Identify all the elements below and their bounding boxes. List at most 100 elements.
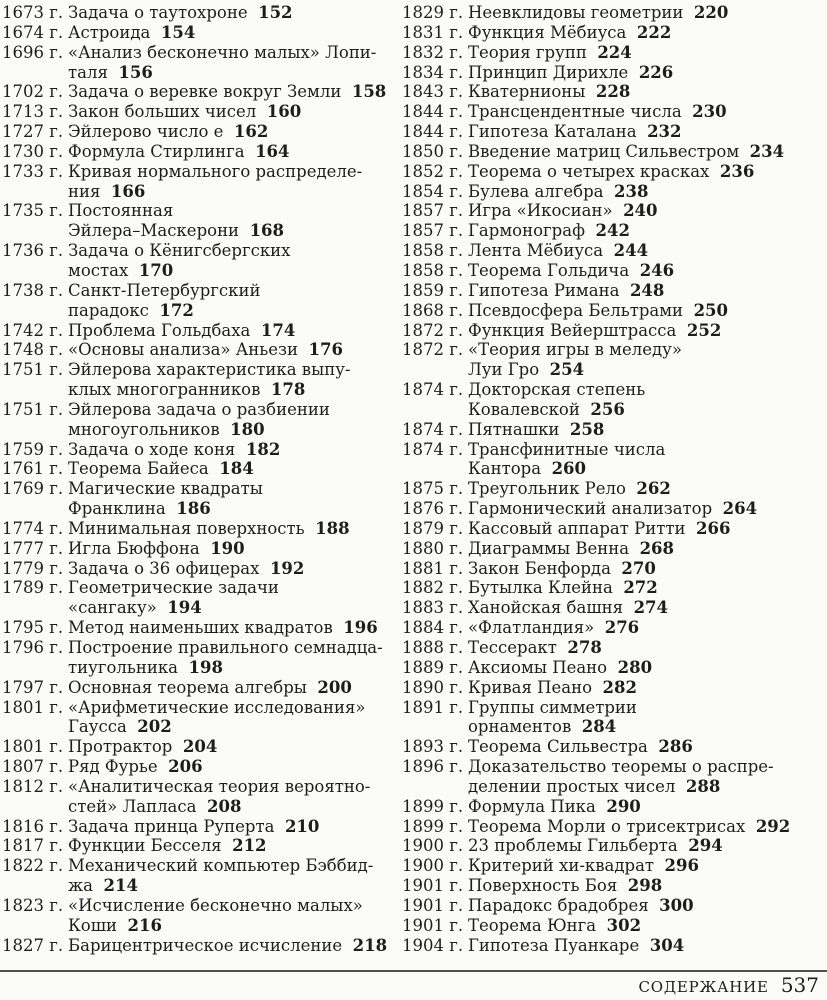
toc-entry: 1872 г. Функция Вейерштрасса 252 <box>402 321 825 341</box>
entry-year: 1893 г. <box>402 737 464 757</box>
entry-year: 1884 г. <box>402 618 464 638</box>
entry-page-number: 160 <box>266 102 302 122</box>
toc-entry: 1736 г. Задача о Кёнигсбергских мостах 170 <box>2 241 402 281</box>
toc-entry: 1852 г. Теорема о четырех красках 236 <box>402 162 825 182</box>
entry-year: 1875 г. <box>402 479 464 499</box>
entry-page-number: 256 <box>590 399 625 419</box>
entry-page-number: 282 <box>602 677 637 697</box>
entry-page-number: 264 <box>722 499 758 519</box>
entry-title: Барицентрическое исчисление 218 <box>68 935 388 955</box>
entry-title: Задача о Кёнигсбергских мостах 170 <box>68 241 291 280</box>
entry-title: Задача о веревке вокруг Земли 158 <box>68 82 387 102</box>
entry-page-number: 232 <box>647 122 682 142</box>
entry-page-number: 272 <box>623 578 658 598</box>
entry-title: Задача о 36 офицерах 192 <box>68 558 305 578</box>
entry-page-number: 216 <box>127 915 162 935</box>
entry-title: Магические квадраты Франклина 186 <box>68 479 263 519</box>
entry-year: 1896 г. <box>402 757 464 777</box>
toc-column-left: 1673 г. Задача о таутохроне 152 1674 г. Аст… <box>2 3 402 956</box>
toc-entry: 1831 г. Функция Мёбиуса 222 <box>402 23 825 43</box>
footer-page-number: 537 <box>780 973 819 998</box>
entry-year: 1817 г. <box>2 836 64 856</box>
entry-year: 1751 г. <box>2 360 64 380</box>
toc-entry: 1904 г. Гипотеза Пуанкаре 304 <box>402 936 825 956</box>
entry-year: 1816 г. <box>2 816 64 836</box>
entry-title: Кватернионы 228 <box>468 82 631 102</box>
toc-entry: 1868 г. Псевдосфера Бельтрами 250 <box>402 301 825 321</box>
entry-page-number: 252 <box>686 320 722 340</box>
entry-year: 1829 г. <box>402 3 464 22</box>
entry-year: 1827 г. <box>2 935 64 955</box>
toc-entry: 1899 г. Теорема Морли о трисектрисах 292 <box>402 817 825 837</box>
entry-year: 1834 г. <box>402 62 464 82</box>
toc-entry: 1888 г. Тессеракт 278 <box>402 638 825 658</box>
entry-title: Кривая нормального распределе-ния 166 <box>68 161 363 201</box>
toc-entry: 1854 г. Булева алгебра 238 <box>402 182 825 202</box>
entry-year: 1900 г. <box>402 836 464 856</box>
entry-year: 1876 г. <box>402 499 464 519</box>
entry-page-number: 278 <box>567 638 602 657</box>
entry-page-number: 210 <box>284 816 320 836</box>
entry-year: 1730 г. <box>2 141 64 161</box>
entry-year: 1751 г. <box>2 399 64 419</box>
entry-page-number: 286 <box>658 737 693 757</box>
entry-year: 1854 г. <box>402 181 464 201</box>
entry-page-number: 236 <box>719 161 755 181</box>
entry-page-number: 218 <box>352 935 388 955</box>
entry-title: Лента Мёбиуса 244 <box>468 241 649 261</box>
entry-page-number: 234 <box>749 141 785 161</box>
toc-entry: 1874 г. Пятнашки 258 <box>402 420 825 440</box>
entry-title: Кассовый аппарат Ритти 266 <box>468 518 731 538</box>
toc-entry: 1674 г. Астроида 154 <box>2 23 402 43</box>
entry-page-number: 174 <box>260 320 296 340</box>
entry-title: Псевдосфера Бельтрами 250 <box>468 300 729 320</box>
entry-title: Критерий хи-квадрат 296 <box>468 856 699 876</box>
toc-entry: 1901 г. Теорема Юнга 302 <box>402 916 825 936</box>
entry-year: 1901 г. <box>402 915 464 935</box>
entry-title: Тессеракт 278 <box>468 638 602 657</box>
entry-year: 1857 г. <box>402 201 464 221</box>
toc-entry: 1822 г. Механический компьютер Бэббид-жа … <box>2 856 402 896</box>
entry-page-number: 184 <box>219 459 254 479</box>
entry-year: 1901 г. <box>402 876 464 896</box>
entry-page-number: 284 <box>581 717 617 737</box>
entry-page-number: 248 <box>629 280 665 300</box>
entry-year: 1735 г. <box>2 201 64 221</box>
entry-title: «Арифметические исследования» Гаусса 202 <box>68 697 366 737</box>
toc-entry: 1748 г. «Основы анализа» Аньези 176 <box>2 340 402 360</box>
entry-page-number: 298 <box>627 876 663 896</box>
toc-entry: 1735 г. Постоянная Эйлера–Маскерони 168 <box>2 201 402 241</box>
entry-page-number: 302 <box>606 915 642 935</box>
entry-year: 1874 г. <box>402 419 464 439</box>
entry-title: Построение правильного семнадца-тиугольн… <box>68 638 383 677</box>
toc-entry: 1874 г. Трансфинитные числа Кантора 260 <box>402 440 825 480</box>
entry-page-number: 292 <box>755 816 791 836</box>
entry-title: Теорема Байеса 184 <box>68 459 254 479</box>
entry-title: Доказательство теоремы о распре-делении … <box>468 757 774 796</box>
entry-year: 1812 г. <box>2 776 64 796</box>
toc-entry: 1881 г. Закон Бенфорда 270 <box>402 559 825 579</box>
entry-page-number: 214 <box>103 876 138 896</box>
entry-year: 1880 г. <box>402 538 464 558</box>
entry-page-number: 238 <box>614 181 649 201</box>
toc-entry: 1893 г. Теорема Сильвестра 286 <box>402 737 825 757</box>
entry-year: 1777 г. <box>2 538 64 558</box>
toc-entry: 1880 г. Диаграммы Венна 268 <box>402 539 825 559</box>
entry-page-number: 294 <box>688 836 723 856</box>
toc-entry: 1875 г. Треугольник Рело 262 <box>402 479 825 499</box>
entry-page-number: 206 <box>168 757 203 777</box>
entry-page-number: 244 <box>613 241 649 261</box>
entry-year: 1796 г. <box>2 638 64 657</box>
entry-page-number: 276 <box>604 618 640 638</box>
entry-title: Игра «Икосиан» 240 <box>468 201 658 221</box>
entry-year: 1899 г. <box>402 796 464 816</box>
entry-page-number: 166 <box>110 181 146 201</box>
toc-entry: 1859 г. Гипотеза Римана 248 <box>402 281 825 301</box>
entry-title: «Основы анализа» Аньези 176 <box>68 340 343 360</box>
entry-year: 1742 г. <box>2 320 64 340</box>
toc-entry: 1872 г. «Теория игры в меледу» Луи Гро 254 <box>402 340 825 380</box>
toc-entry: 1702 г. Задача о веревке вокруг Земли 158 <box>2 82 402 102</box>
toc-entry: 1789 г. Геометрические задачи «сангаку» 19… <box>2 578 402 618</box>
entry-page-number: 304 <box>649 935 685 955</box>
entry-year: 1879 г. <box>402 518 464 538</box>
